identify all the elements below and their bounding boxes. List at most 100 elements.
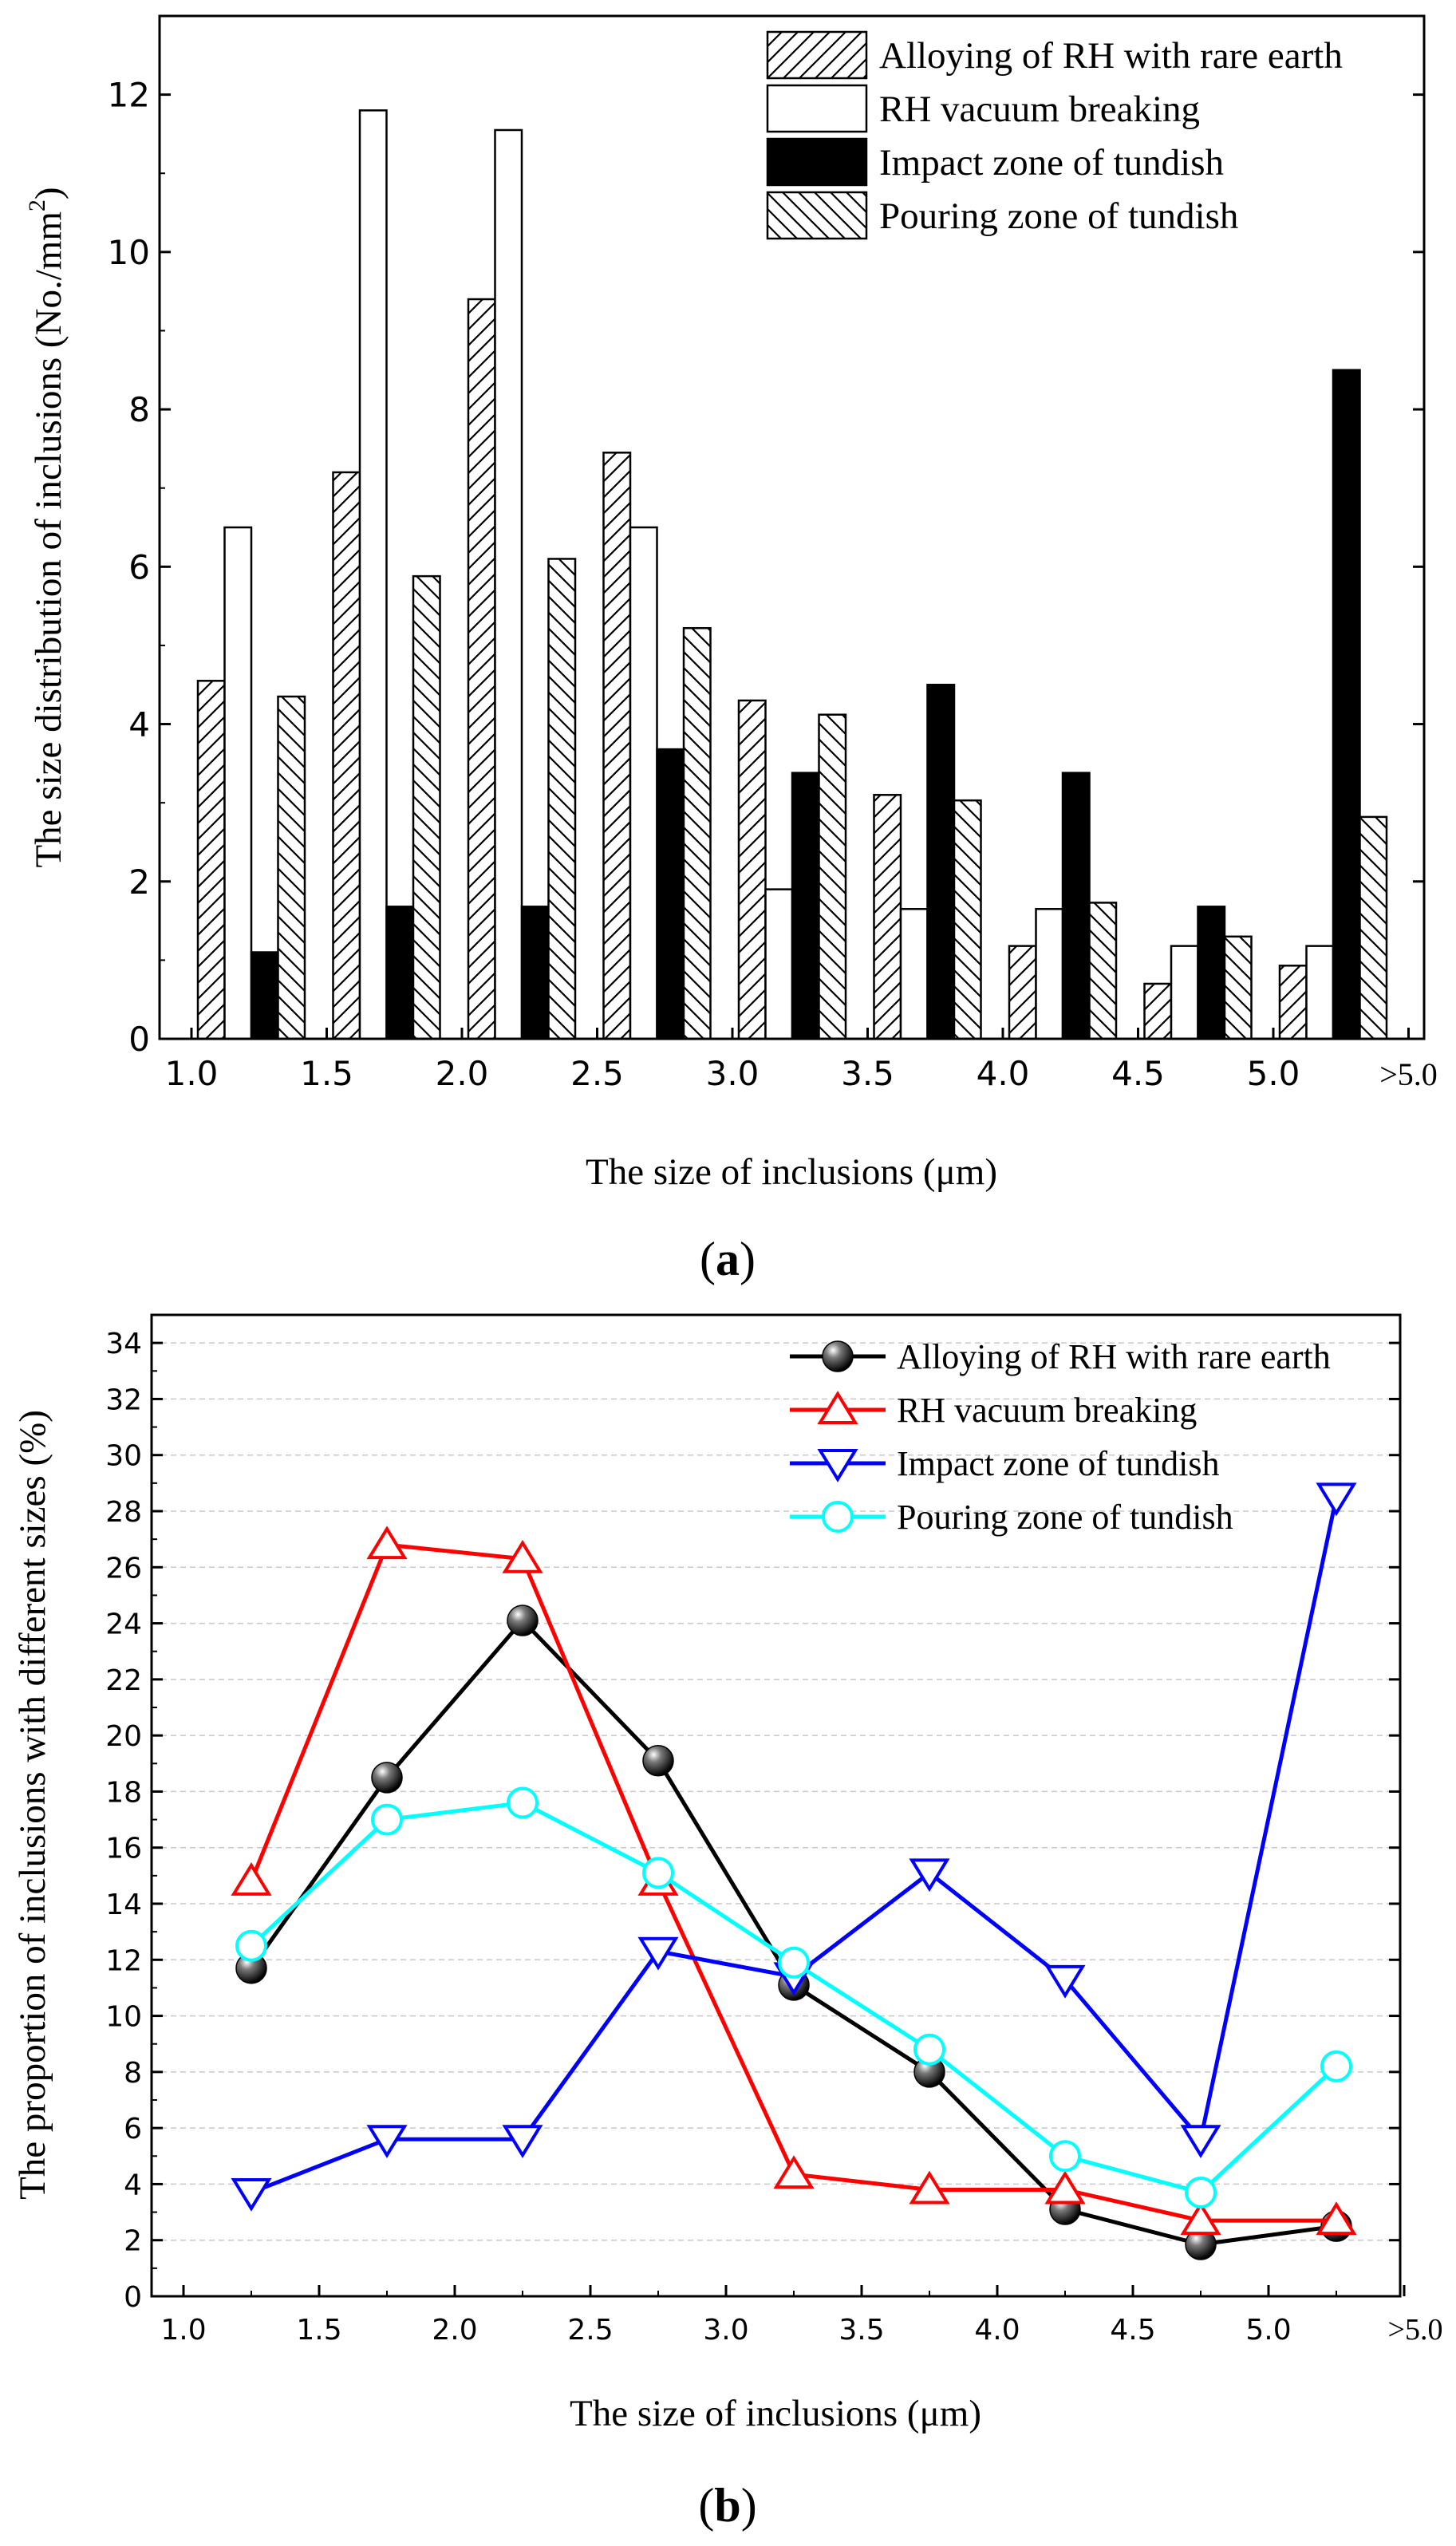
x-tick-label: 5.0 [1247,1054,1300,1093]
bar-impact-zone-of-tundish-4 [656,748,685,1040]
x-tick-label: >5.0 [1388,2313,1443,2347]
bar-pouring-zone-of-tundish-9 [1359,815,1388,1040]
bar-impact-zone-of-tundish-5 [791,772,820,1040]
panel-label-a: (a) [700,1233,756,1285]
chart-b-x-axis-label: The size of inclusions (μm) [570,2393,981,2434]
bar-alloying-of-rh-with-rare-earth-6 [873,794,902,1040]
x-tick-label: >5.0 [1379,1056,1438,1092]
legend-marker-alloying-of-rh-with-rare-earth [822,1340,854,1372]
x-tick-label: 3.5 [841,1054,894,1093]
point-alloying-of-rh-with-rare-earth-2 [371,1762,403,1794]
bar-alloying-of-rh-with-rare-earth-4 [602,452,632,1040]
bar-rh-vacuum-breaking-4 [629,526,658,1040]
panel-label-b: (b) [698,2479,756,2532]
bar-alloying-of-rh-with-rare-earth-5 [737,699,767,1040]
bar-rh-vacuum-breaking-5 [764,888,794,1040]
point-pouring-zone-of-tundish-8 [1185,2176,1217,2209]
y-tick-label: 12 [108,76,150,115]
bar-pouring-zone-of-tundish-2 [412,574,441,1040]
point-rh-vacuum-breaking-9 [1316,2201,1357,2236]
bar-pouring-zone-of-tundish-7 [1088,902,1118,1040]
point-rh-vacuum-breaking-3 [502,1539,543,1573]
y-tick-label: 14 [105,1889,142,1921]
y-tick-label: 24 [105,1609,142,1641]
line-rh-vacuum-breaking [249,1542,1336,2223]
legend-label-rh-vacuum-breaking: RH vacuum breaking [897,1391,1197,1430]
point-rh-vacuum-breaking-6 [909,2170,950,2205]
legend-label-alloying-of-rh-with-rare-earth: Alloying of RH with rare earth [897,1337,1331,1376]
legend-swatch-rh-vacuum-breaking [766,84,868,133]
bar-impact-zone-of-tundish-6 [926,683,956,1040]
point-pouring-zone-of-tundish-5 [778,1946,810,1979]
point-impact-zone-of-tundish-7 [1044,1964,1086,1999]
y-tick-label: 8 [128,390,150,429]
point-pouring-zone-of-tundish-6 [913,2033,945,2066]
x-tick-label: 4.0 [977,1054,1030,1093]
point-pouring-zone-of-tundish-2 [371,1803,403,1836]
point-pouring-zone-of-tundish-1 [235,1929,267,1962]
point-rh-vacuum-breaking-1 [231,1862,272,1896]
y-tick-label: 10 [105,2001,142,2034]
x-tick-label: 1.0 [160,2314,206,2347]
bar-alloying-of-rh-with-rare-earth-7 [1008,945,1037,1040]
x-tick-label: 3.0 [703,2314,748,2347]
chart-b-legend: Alloying of RH with rare earth RH vacuum … [790,1337,1331,1537]
x-tick-label: 2.0 [432,2314,477,2347]
bar-impact-zone-of-tundish-7 [1061,772,1091,1040]
bar-rh-vacuum-breaking-1 [223,526,253,1040]
y-tick-label: 18 [105,1776,142,1809]
bar-alloying-of-rh-with-rare-earth-1 [196,680,226,1040]
y-tick-label: 26 [105,1552,142,1585]
x-tick-label: 4.0 [974,2314,1020,2347]
x-tick-label: 4.5 [1111,1054,1165,1093]
y-tick-label: 20 [105,1720,142,1753]
bar-rh-vacuum-breaking-3 [494,128,523,1040]
legend-swatch-alloying-of-rh-with-rare-earth [766,30,868,80]
bar-impact-zone-of-tundish-2 [385,906,415,1040]
point-impact-zone-of-tundish-3 [502,2125,543,2159]
legend-label-pouring-zone-of-tundish: Pouring zone of tundish [879,195,1238,237]
series-rh-vacuum-breaking [231,1526,1357,2236]
point-impact-zone-of-tundish-2 [366,2125,408,2159]
x-tick-label: 1.5 [296,2314,341,2347]
legend-label-impact-zone-of-tundish: Impact zone of tundish [897,1444,1219,1483]
y-tick-label: 2 [128,862,150,902]
y-tick-label: 22 [105,1664,142,1697]
x-tick-label: 1.0 [165,1054,219,1093]
legend-swatch-impact-zone-of-tundish [766,137,868,187]
point-impact-zone-of-tundish-9 [1316,1482,1357,1517]
chart-a-axes: 0 2 4 6 8 10 12 1.0 1.5 2.0 2.5 3.0 3.5 4.0 4.5 5.0 >5.0 [108,15,1438,1093]
legend-label-rh-vacuum-breaking: RH vacuum breaking [879,89,1200,130]
bar-rh-vacuum-breaking-8 [1170,945,1199,1040]
chart-a-plot-frame [158,14,1426,1040]
point-alloying-of-rh-with-rare-earth-3 [507,1605,539,1636]
y-tick-label: 32 [105,1384,142,1416]
point-impact-zone-of-tundish-8 [1180,2125,1221,2159]
point-impact-zone-of-tundish-6 [909,1858,950,1893]
x-tick-label: 1.5 [300,1054,353,1093]
y-tick-label: 12 [105,1944,142,1977]
chart-b-gridlines [152,1342,1400,2241]
point-rh-vacuum-breaking-2 [366,1526,408,1560]
point-pouring-zone-of-tundish-7 [1049,2140,1081,2173]
y-tick-label: 10 [108,233,150,272]
chart-a-bars [196,109,1388,1040]
y-tick-label: 6 [128,547,150,586]
chart-b-series [231,1482,1357,2260]
line-impact-zone-of-tundish [251,1496,1339,2195]
x-tick-label: 3.0 [706,1054,760,1093]
bar-rh-vacuum-breaking-7 [1035,908,1064,1040]
legend-marker-rh-vacuum-breaking [817,1391,858,1424]
bar-rh-vacuum-breaking-9 [1305,945,1335,1040]
x-tick-label: 3.5 [838,2314,884,2347]
x-tick-label: 2.0 [436,1054,489,1093]
legend-marker-pouring-zone-of-tundish [822,1501,854,1533]
chart-b-plot-frame [150,1313,1402,2298]
bar-pouring-zone-of-tundish-8 [1223,935,1253,1040]
legend-marker-impact-zone-of-tundish [817,1449,858,1482]
series-pouring-zone-of-tundish [235,1786,1352,2209]
x-tick-label: 2.5 [567,2314,613,2347]
line-alloying-of-rh-with-rare-earth [249,1617,1337,2247]
bar-pouring-zone-of-tundish-5 [818,713,847,1040]
series-impact-zone-of-tundish [231,1482,1357,2212]
